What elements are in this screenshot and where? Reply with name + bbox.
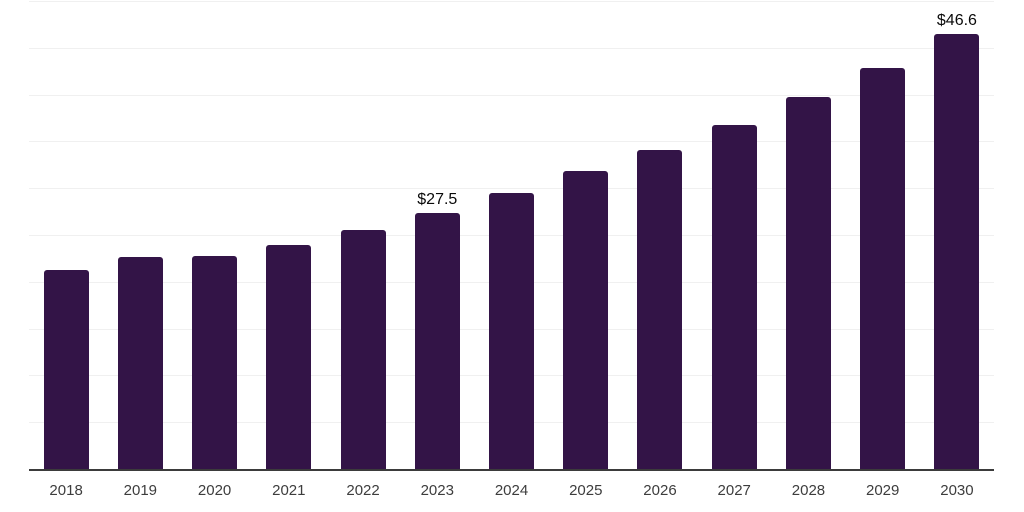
x-tick-label-2030: 2030 xyxy=(940,482,974,499)
x-tick-label-2026: 2026 xyxy=(643,482,677,499)
bar-slot-2026 xyxy=(623,0,697,470)
x-tick-label-2020: 2020 xyxy=(197,482,232,499)
bar-slot-2024 xyxy=(474,0,548,470)
bar-2021[interactable] xyxy=(266,245,312,470)
bar-2026[interactable] xyxy=(637,149,683,470)
x-tick-label-2018: 2018 xyxy=(49,482,83,499)
gridline-45 xyxy=(29,47,994,49)
bar-slot-2027 xyxy=(697,0,771,470)
gridline-40 xyxy=(29,94,994,96)
bar-slot-2022 xyxy=(326,0,400,470)
bar-2029[interactable] xyxy=(860,67,906,470)
bar-2030[interactable] xyxy=(934,33,980,470)
x-tick-label-2024: 2024 xyxy=(494,482,529,499)
bar-2023[interactable] xyxy=(414,212,460,470)
bar-2028[interactable] xyxy=(785,97,831,470)
bar-slot-2025 xyxy=(549,0,623,470)
x-tick-label-2021: 2021 xyxy=(272,482,306,499)
plot-area: $27.5 $46.6 xyxy=(29,0,994,471)
bar-slot-2020 xyxy=(177,0,251,470)
bar-value-label-2023: $27.5 xyxy=(417,190,458,208)
gridline-35 xyxy=(29,141,994,143)
x-axis-line xyxy=(29,469,994,471)
bar-2024[interactable] xyxy=(489,192,535,470)
bar-2027[interactable] xyxy=(711,124,757,470)
bar-slot-2021 xyxy=(252,0,326,470)
bar-2019[interactable] xyxy=(117,256,163,470)
x-tick-label-2029: 2029 xyxy=(866,482,900,499)
bar-2020[interactable] xyxy=(192,255,238,470)
bar-slot-2028 xyxy=(771,0,845,470)
x-tick-label-2027: 2027 xyxy=(717,482,751,499)
gridline-50 xyxy=(29,1,994,2)
gridline-30 xyxy=(29,188,994,190)
bar-2022[interactable] xyxy=(340,230,386,470)
x-tick-label-2022: 2022 xyxy=(346,482,380,499)
bar-slot-2029 xyxy=(846,0,920,470)
bar-2025[interactable] xyxy=(563,171,609,470)
x-tick-label-2028: 2028 xyxy=(791,482,826,499)
bars-container: $27.5 $46.6 xyxy=(29,0,994,470)
x-axis-labels: 2018 2019 2020 2021 2022 2023 2024 2025 2026 2027… xyxy=(29,481,994,501)
bar-slot-2019 xyxy=(103,0,177,470)
bar-slot-2018 xyxy=(29,0,103,470)
x-tick-label-2025: 2025 xyxy=(569,482,603,499)
bar-value-label-2030: $46.6 xyxy=(936,11,977,29)
bar-2018[interactable] xyxy=(43,269,89,470)
bar-slot-2030: $46.6 xyxy=(920,0,994,470)
x-tick-label-2019: 2019 xyxy=(123,482,158,499)
bar-slot-2023: $27.5 xyxy=(400,0,474,470)
x-tick-label-2023: 2023 xyxy=(420,482,454,499)
